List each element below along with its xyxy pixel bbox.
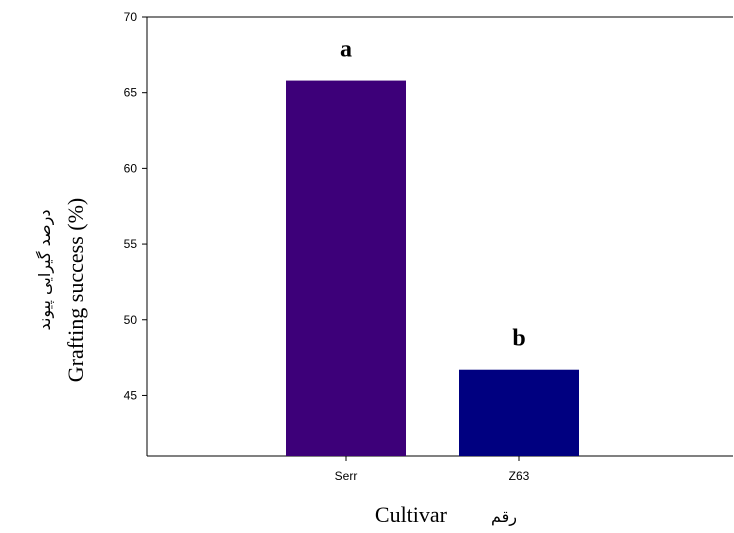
y-tick-label: 70: [124, 10, 138, 24]
x-axis-label: Cultivar: [375, 502, 448, 527]
y-axis-ticks: 45 50 55 60 65 70: [124, 10, 147, 402]
y-axis-label-persian-group: درصد گیرایی پیوند: [35, 210, 55, 331]
bar-serr: [286, 80, 406, 456]
y-tick-label: 50: [124, 313, 138, 327]
significance-letter: b: [512, 326, 525, 352]
y-tick-label: 45: [124, 388, 138, 402]
y-axis-label: Grafting success (%): [63, 198, 88, 383]
x-tick-label: Serr: [335, 469, 358, 483]
y-tick-label: 55: [124, 237, 138, 251]
x-tick-label: Z63: [509, 469, 530, 483]
bars: ab: [286, 37, 579, 456]
significance-letter: a: [340, 37, 352, 63]
x-axis-label-persian: رقم: [491, 507, 517, 527]
y-tick-label: 65: [124, 86, 138, 100]
bar-z63: [459, 369, 579, 456]
y-axis-label-persian: درصد گیرایی پیوند: [35, 210, 55, 331]
x-axis-ticks: Serr Z63: [335, 456, 530, 483]
y-tick-label: 60: [124, 161, 138, 175]
y-axis-label-group: Grafting success (%): [63, 198, 88, 383]
